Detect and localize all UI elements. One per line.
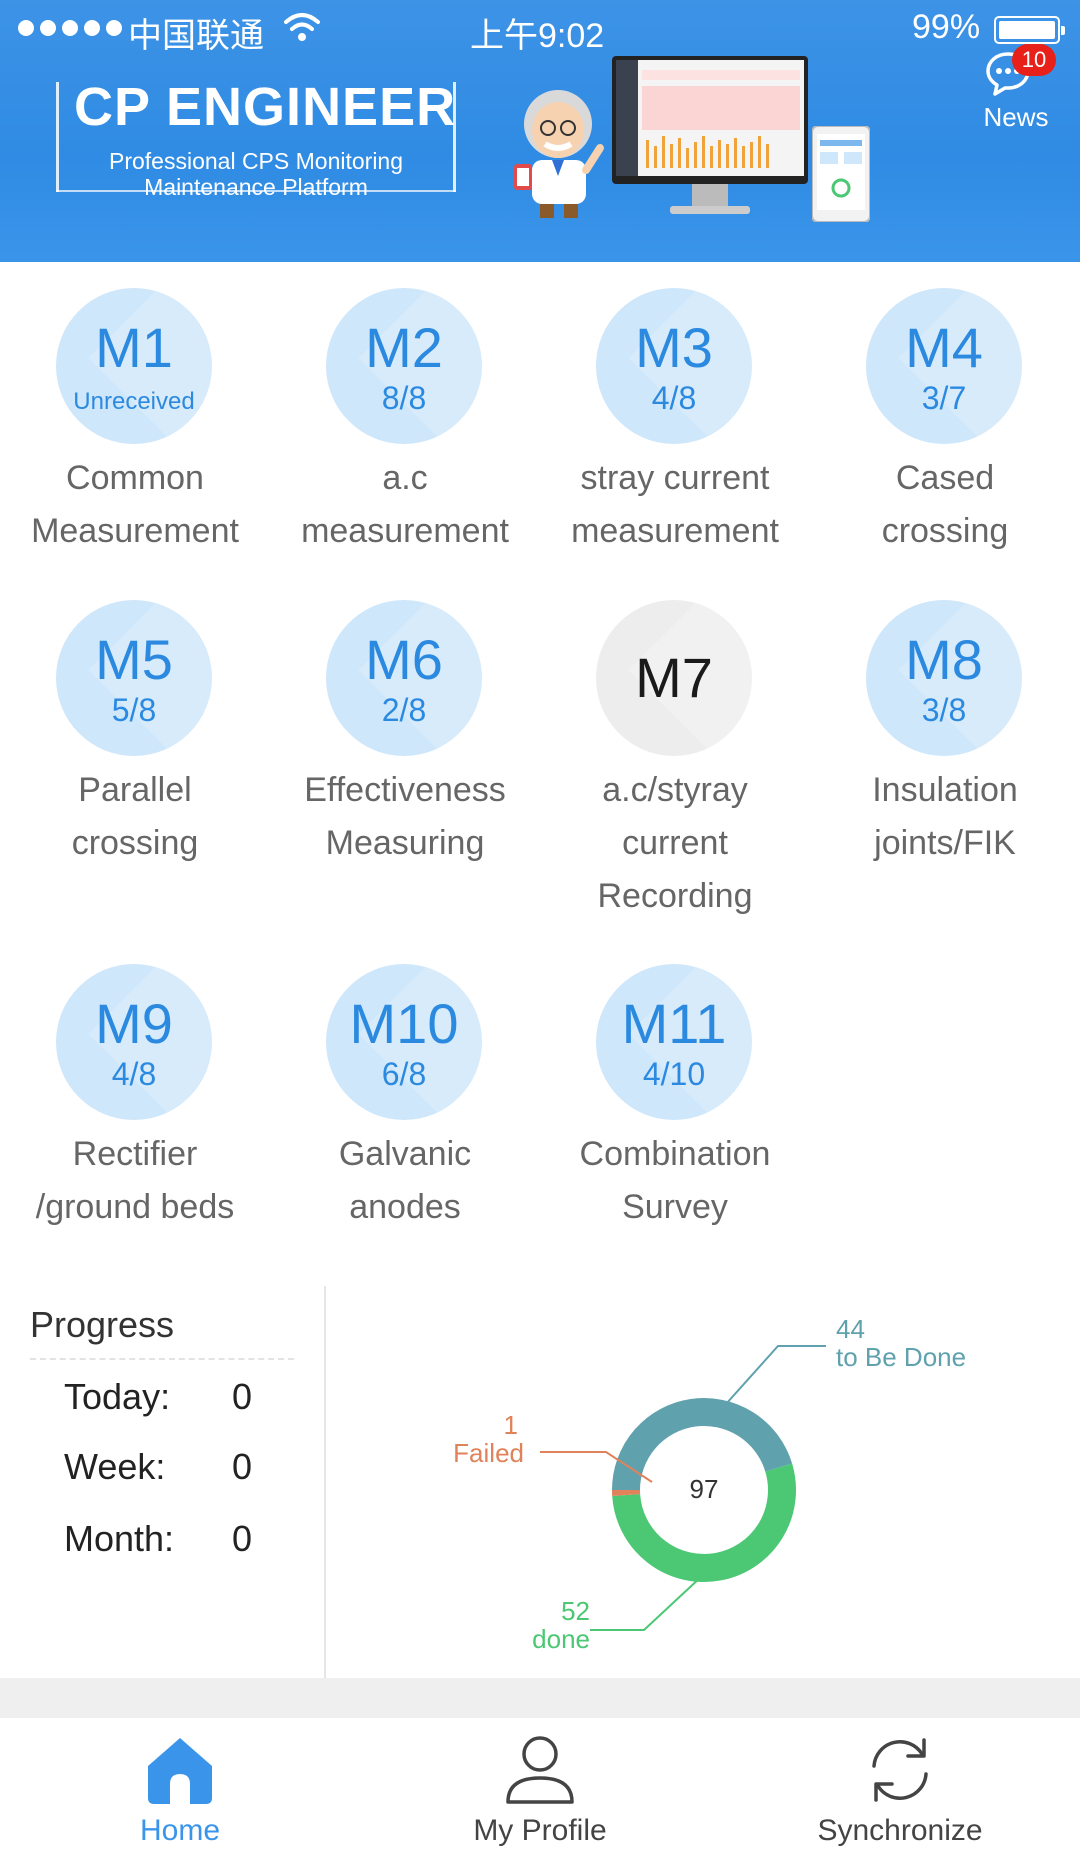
module-m3[interactable]: M3 4/8 stray current measurement bbox=[540, 288, 810, 550]
slice-value-failed: 1 bbox=[504, 1410, 518, 1440]
brand-title: CP ENGINEER bbox=[74, 77, 457, 137]
module-m4[interactable]: M4 3/7 Cased crossing bbox=[810, 288, 1080, 550]
module-badge: M1 Unreceived bbox=[56, 288, 212, 444]
progress-panel: Progress Today: 0 Week: 0 Month: 0 97 44… bbox=[0, 1286, 1080, 1678]
module-m1[interactable]: M1 Unreceived Common Measurement bbox=[0, 288, 270, 550]
status-bar: 中国联通 上午9:02 99% bbox=[0, 0, 1080, 60]
tablet-device-icon bbox=[812, 126, 870, 222]
news-label: News bbox=[983, 102, 1049, 132]
callout-line-done bbox=[590, 1575, 703, 1631]
progress-week: Week: 0 bbox=[64, 1446, 253, 1487]
carrier-name: 中国联通 bbox=[128, 17, 264, 55]
app-header: 中国联通 上午9:02 99% CP ENGINEER Professional… bbox=[0, 0, 1080, 262]
progress-title: Progress bbox=[30, 1304, 175, 1345]
module-m2[interactable]: M2 8/8 a.c measurement bbox=[270, 288, 540, 550]
brand-logo: CP ENGINEER Professional CPS Monitoring … bbox=[56, 77, 456, 200]
slice-label-done: done bbox=[532, 1624, 590, 1654]
news-button[interactable]: 10 News bbox=[968, 44, 1064, 134]
news-count-badge: 10 bbox=[1012, 44, 1056, 76]
module-m11[interactable]: M11 4/10 Combination Survey bbox=[540, 964, 810, 1226]
person-icon bbox=[506, 1736, 574, 1804]
module-badge: M5 5/8 bbox=[56, 600, 212, 756]
slice-label-failed: Failed bbox=[453, 1438, 524, 1468]
module-badge: M7 bbox=[596, 600, 752, 756]
progress-donut-chart: 97 44 to Be Done 1 Failed 52 done bbox=[453, 1314, 966, 1654]
module-badge: M6 2/8 bbox=[326, 600, 482, 756]
sync-icon bbox=[872, 1738, 928, 1802]
tab-home[interactable]: Home bbox=[0, 1718, 360, 1860]
progress-month: Month: 0 bbox=[64, 1518, 253, 1559]
tab-my-profile[interactable]: My Profile bbox=[360, 1718, 720, 1860]
callout-line-to-be-done bbox=[725, 1345, 826, 1405]
module-badge: M11 4/10 bbox=[596, 964, 752, 1120]
battery-percent: 99% bbox=[912, 8, 981, 46]
module-m8[interactable]: M8 3/8 Insulation joints/FIK bbox=[810, 600, 1080, 862]
module-badge: M8 3/8 bbox=[866, 600, 1022, 756]
module-badge: M10 6/8 bbox=[326, 964, 482, 1120]
module-m7[interactable]: M7 a.c/styray current Recording bbox=[540, 600, 810, 915]
section-separator bbox=[0, 1678, 1080, 1718]
module-badge: M3 4/8 bbox=[596, 288, 752, 444]
progress-today: Today: 0 bbox=[64, 1376, 253, 1417]
tab-synchronize[interactable]: Synchronize bbox=[720, 1718, 1080, 1860]
engineer-mascot-icon bbox=[514, 90, 604, 218]
status-time: 上午9:02 bbox=[470, 17, 605, 55]
home-icon bbox=[148, 1738, 212, 1804]
slice-label-to-be-done: to Be Done bbox=[836, 1342, 966, 1372]
dashboard-monitor-icon bbox=[612, 56, 808, 214]
divider bbox=[324, 1286, 326, 1678]
brand-subtitle: Professional CPS Monitoring Maintenance … bbox=[108, 148, 404, 200]
module-m9[interactable]: M9 4/8 Rectifier /ground beds bbox=[0, 964, 270, 1226]
module-m6[interactable]: M6 2/8 Effectiveness Measuring bbox=[270, 600, 540, 862]
battery-icon bbox=[994, 16, 1065, 44]
callout-line-failed bbox=[540, 1451, 653, 1483]
donut-total-label: 97 bbox=[690, 1474, 719, 1504]
slice-value-done: 52 bbox=[561, 1596, 590, 1626]
module-badge: M9 4/8 bbox=[56, 964, 212, 1120]
module-badge: M4 3/7 bbox=[866, 288, 1022, 444]
signal-strength-icon bbox=[18, 20, 122, 36]
donut-slice-done bbox=[612, 1463, 796, 1582]
slice-value-to-be-done: 44 bbox=[836, 1314, 865, 1344]
module-m10[interactable]: M10 6/8 Galvanic anodes bbox=[270, 964, 540, 1226]
donut-slice-to-be-done bbox=[612, 1398, 793, 1491]
wifi-icon bbox=[284, 13, 320, 41]
bottom-tab-bar: Home My Profile Synchronize bbox=[0, 1718, 1080, 1860]
module-m5[interactable]: M5 5/8 Parallel crossing bbox=[0, 600, 270, 862]
module-badge: M2 8/8 bbox=[326, 288, 482, 444]
donut-center bbox=[641, 1427, 767, 1553]
divider bbox=[30, 1358, 294, 1360]
